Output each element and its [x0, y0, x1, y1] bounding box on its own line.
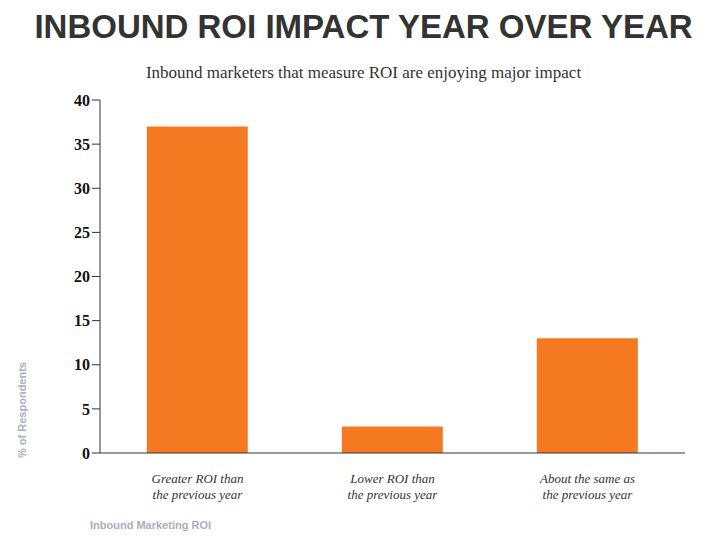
svg-text:Lower ROI thanthe previous yea: Lower ROI thanthe previous year [348, 471, 439, 502]
svg-text:30: 30 [74, 180, 90, 197]
svg-text:15: 15 [74, 312, 90, 329]
svg-text:0: 0 [82, 445, 90, 462]
html-text:% of Respondents: % of Respondents [16, 362, 28, 458]
svg-text:About the same asthe previous: About the same asthe previous year [539, 471, 635, 502]
svg-text:25: 25 [74, 224, 90, 241]
html-text:Inbound marketers that measure: Inbound marketers that measure ROI are e… [145, 63, 582, 82]
svg-text:20: 20 [74, 268, 90, 285]
svg-text:10: 10 [74, 356, 90, 373]
html-text:INBOUND ROI IMPACT YEAR OVER Y: INBOUND ROI IMPACT YEAR OVER YEAR [34, 8, 693, 45]
svg-text:5: 5 [82, 401, 90, 418]
svg-text:40: 40 [74, 92, 90, 109]
html-text:Inbound Marketing ROI: Inbound Marketing ROI [90, 519, 211, 531]
svg-text:35: 35 [74, 136, 90, 153]
svg-text:Greater ROI thanthe previous y: Greater ROI thanthe previous year [152, 471, 244, 502]
